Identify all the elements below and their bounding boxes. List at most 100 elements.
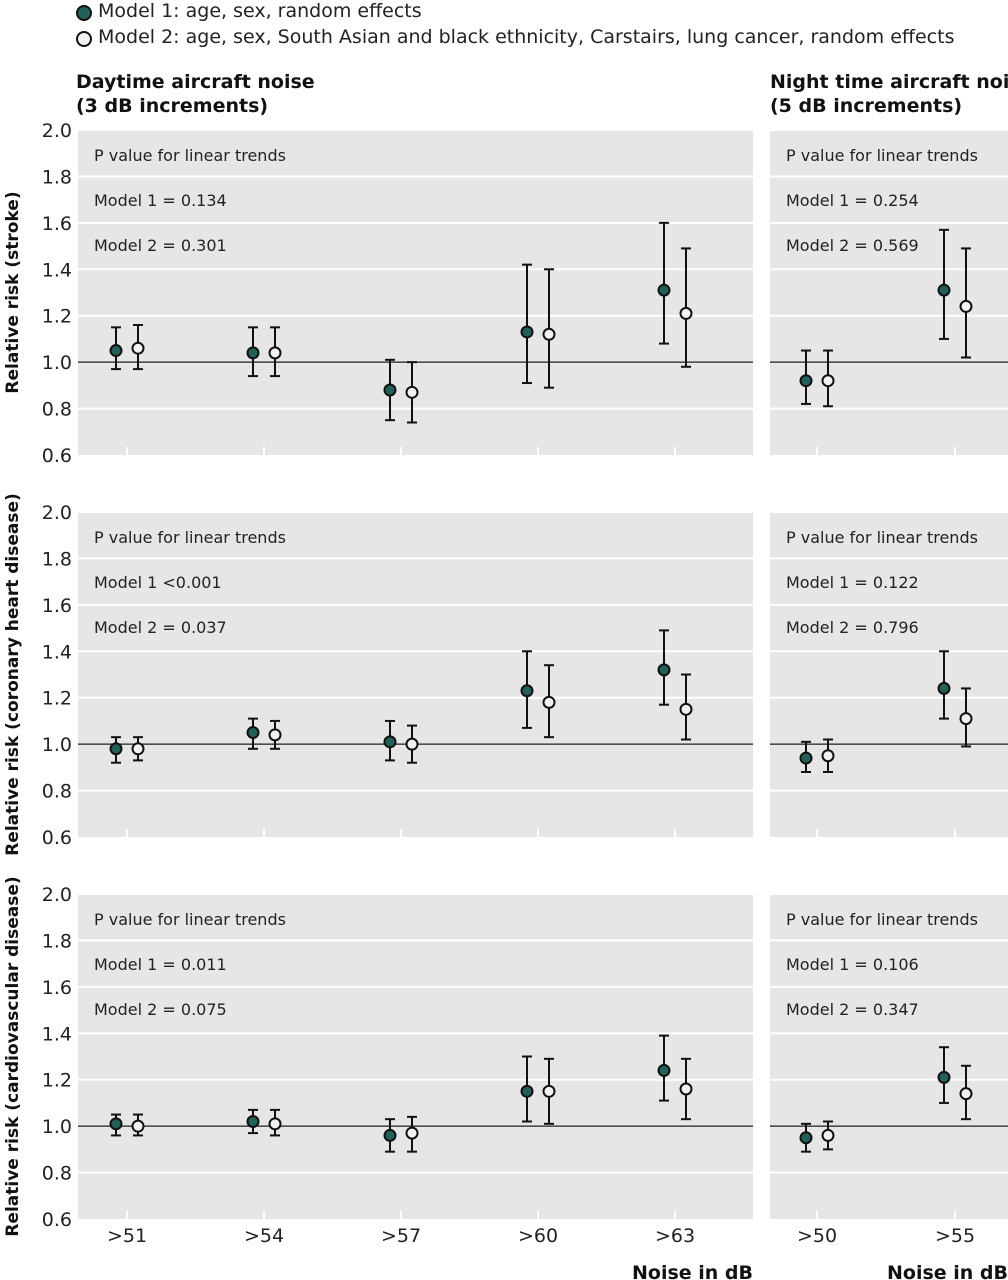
data-point xyxy=(679,702,693,716)
pvalue-model2: Model 2 = 0.347 xyxy=(786,1000,919,1019)
data-point xyxy=(542,695,556,709)
data-point xyxy=(520,325,534,339)
data-point xyxy=(959,712,973,726)
data-point xyxy=(959,299,973,313)
chart-panel-night-1: P value for linear trends Model 1 = 0.122… xyxy=(770,511,1008,837)
data-point xyxy=(799,1131,813,1145)
chart-panel-night-0: P value for linear trends Model 1 = 0.254… xyxy=(770,129,1008,455)
data-point xyxy=(268,346,282,360)
data-point xyxy=(657,1063,671,1077)
y-tick-label: 0.6 xyxy=(42,1209,72,1231)
night-title-line1: Night time aircraft noise xyxy=(770,71,1008,93)
y-tick-label: 1.0 xyxy=(42,734,72,756)
data-point xyxy=(131,1119,145,1133)
x-tick-label: >63 xyxy=(655,1225,695,1247)
y-tick-label: 1.0 xyxy=(42,352,72,374)
data-point xyxy=(109,344,123,358)
data-point xyxy=(542,1084,556,1098)
data-point xyxy=(268,728,282,742)
data-point xyxy=(821,374,835,388)
y-axis-title: Relative risk (stroke) xyxy=(3,191,23,393)
pvalue-model1: Model 1 = 0.134 xyxy=(94,191,227,210)
pvalue-title: P value for linear trends xyxy=(786,146,978,165)
pvalue-model1: Model 1 = 0.106 xyxy=(786,955,919,974)
pvalue-model1: Model 1 = 0.122 xyxy=(786,573,919,592)
pvalue-title: P value for linear trends xyxy=(94,146,286,165)
data-point xyxy=(405,737,419,751)
data-point xyxy=(383,383,397,397)
y-tick-label: 1.8 xyxy=(42,548,72,570)
data-point xyxy=(131,341,145,355)
y-tick-label: 0.6 xyxy=(42,445,72,467)
chart-panel-night-2: P value for linear trends Model 1 = 0.106… xyxy=(770,893,1008,1280)
day-title-line1: Daytime aircraft noise xyxy=(76,71,315,93)
chart-panel-day-1: P value for linear trends Model 1 <0.001 M… xyxy=(3,493,753,856)
y-tick-label: 1.8 xyxy=(42,166,72,188)
pvalue-title: P value for linear trends xyxy=(786,910,978,929)
data-point xyxy=(937,681,951,695)
pvalue-model1: Model 1 = 0.011 xyxy=(94,955,227,974)
y-tick-label: 1.4 xyxy=(42,259,72,281)
filled-circle-icon xyxy=(76,5,92,21)
chart-panel-day-0: P value for linear trends Model 1 = 0.134… xyxy=(3,120,753,467)
data-point xyxy=(520,1084,534,1098)
x-tick-label: >57 xyxy=(381,1225,421,1247)
pvalue-model2: Model 2 = 0.569 xyxy=(786,236,919,255)
x-tick-label: >55 xyxy=(935,1225,975,1247)
y-tick-label: 1.6 xyxy=(42,595,72,617)
x-axis-title: Noise in dB xyxy=(887,1262,1008,1280)
pvalue-title: P value for linear trends xyxy=(94,910,286,929)
y-tick-label: 1.4 xyxy=(42,1023,72,1045)
y-tick-label: 2.0 xyxy=(42,120,72,142)
data-point xyxy=(405,385,419,399)
legend-label-model1: Model 1: age, sex, random effects xyxy=(98,0,422,22)
y-axis-title: Relative risk (coronary heart disease) xyxy=(3,493,23,856)
data-point xyxy=(959,1087,973,1101)
pvalue-model2: Model 2 = 0.037 xyxy=(94,618,227,637)
data-point xyxy=(109,1117,123,1131)
x-tick-label: >60 xyxy=(518,1225,558,1247)
y-tick-label: 2.0 xyxy=(42,884,72,906)
day-title-line2: (3 dB increments) xyxy=(76,95,269,117)
pvalue-model1: Model 1 = 0.254 xyxy=(786,191,919,210)
x-tick-label: >51 xyxy=(107,1225,147,1247)
data-point xyxy=(405,1126,419,1140)
y-tick-label: 1.4 xyxy=(42,641,72,663)
data-point xyxy=(246,1115,260,1128)
data-point xyxy=(131,742,145,756)
data-point xyxy=(268,1117,282,1131)
y-tick-label: 1.2 xyxy=(42,306,72,328)
data-point xyxy=(799,374,813,388)
data-point xyxy=(679,306,693,320)
y-tick-label: 0.8 xyxy=(42,781,72,803)
pvalue-title: P value for linear trends xyxy=(94,528,286,547)
panel-background xyxy=(78,512,753,837)
data-point xyxy=(657,663,671,677)
legend-label-model2: Model 2: age, sex, South Asian and black… xyxy=(98,26,955,48)
data-point xyxy=(937,1070,951,1084)
x-axis-title: Noise in dB xyxy=(632,1262,753,1280)
night-title-line2: (5 dB increments) xyxy=(770,95,963,117)
open-circle-icon xyxy=(76,31,92,47)
pvalue-model1: Model 1 <0.001 xyxy=(94,573,222,592)
pvalue-title: P value for linear trends xyxy=(786,528,978,547)
panel-background xyxy=(770,512,1008,837)
data-point xyxy=(246,346,260,360)
pvalue-model2: Model 2 = 0.796 xyxy=(786,618,919,637)
chart-panel-day-2: P value for linear trends Model 1 = 0.011… xyxy=(3,876,753,1280)
data-point xyxy=(383,1128,397,1142)
pvalue-model2: Model 2 = 0.075 xyxy=(94,1000,227,1019)
y-tick-label: 0.8 xyxy=(42,1163,72,1185)
panel-background xyxy=(78,130,753,455)
x-tick-label: >54 xyxy=(244,1225,284,1247)
y-tick-label: 1.2 xyxy=(42,1070,72,1092)
y-tick-label: 1.6 xyxy=(42,213,72,235)
data-point xyxy=(821,1128,835,1142)
data-point xyxy=(937,283,951,297)
data-point xyxy=(799,751,813,765)
data-point xyxy=(657,283,671,297)
pvalue-model2: Model 2 = 0.301 xyxy=(94,236,227,255)
y-tick-label: 0.8 xyxy=(42,399,72,421)
panel-background xyxy=(78,894,753,1219)
